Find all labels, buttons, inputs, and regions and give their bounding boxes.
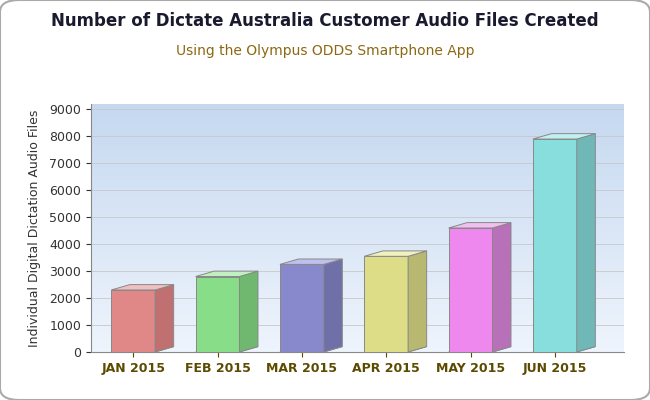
Polygon shape: [448, 347, 511, 352]
Polygon shape: [533, 134, 595, 139]
Polygon shape: [280, 259, 343, 264]
Polygon shape: [196, 276, 239, 352]
Polygon shape: [196, 347, 258, 352]
Polygon shape: [577, 134, 595, 352]
Polygon shape: [533, 139, 577, 352]
Polygon shape: [364, 347, 426, 352]
Polygon shape: [324, 259, 343, 352]
Polygon shape: [111, 290, 155, 352]
Polygon shape: [280, 347, 343, 352]
Polygon shape: [408, 251, 426, 352]
Polygon shape: [364, 256, 408, 352]
Polygon shape: [111, 285, 174, 290]
Polygon shape: [448, 223, 511, 228]
Polygon shape: [493, 223, 511, 352]
Polygon shape: [111, 347, 174, 352]
Polygon shape: [448, 228, 493, 352]
Y-axis label: Individual Digital Dictation Audio Files: Individual Digital Dictation Audio Files: [28, 109, 41, 347]
Text: Number of Dictate Australia Customer Audio Files Created: Number of Dictate Australia Customer Aud…: [51, 12, 599, 30]
Polygon shape: [196, 271, 258, 276]
Polygon shape: [364, 251, 426, 256]
Text: Using the Olympus ODDS Smartphone App: Using the Olympus ODDS Smartphone App: [176, 44, 474, 58]
Polygon shape: [155, 285, 174, 352]
Polygon shape: [533, 347, 595, 352]
Polygon shape: [280, 264, 324, 352]
Polygon shape: [239, 271, 258, 352]
